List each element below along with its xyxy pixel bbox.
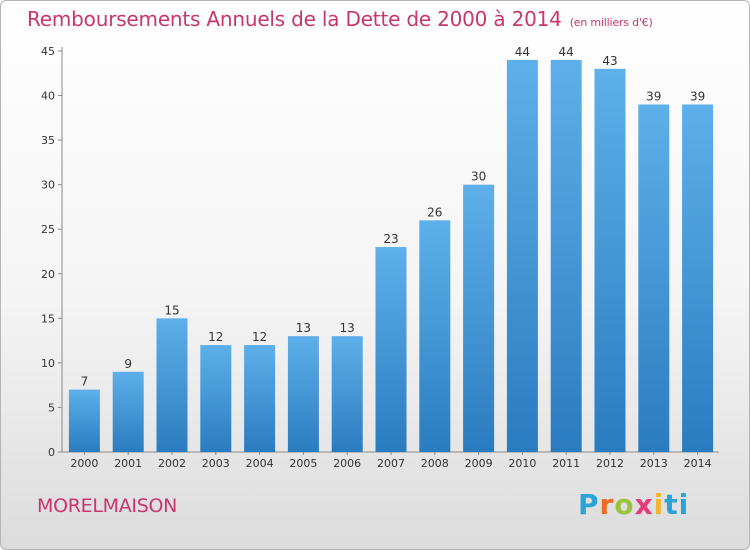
x-tick-label: 2011 <box>552 457 580 470</box>
chart-title: Remboursements Annuels de la Dette de 20… <box>27 7 653 31</box>
data-label: 12 <box>208 330 223 344</box>
bar <box>68 389 100 452</box>
logo-letter: x <box>634 488 654 521</box>
data-label: 15 <box>164 303 179 317</box>
data-label: 39 <box>646 89 661 103</box>
data-label: 39 <box>690 89 705 103</box>
x-tick-label: 2009 <box>465 457 493 470</box>
bar <box>594 68 626 453</box>
logo-letter: r <box>599 488 615 521</box>
x-tick-label: 2001 <box>114 457 142 470</box>
bar <box>287 336 319 452</box>
data-label: 7 <box>81 375 89 389</box>
data-label: 13 <box>340 321 355 335</box>
x-tick-label: 2003 <box>202 457 230 470</box>
x-tick-label: 2000 <box>70 457 98 470</box>
bar <box>419 220 451 452</box>
y-tick-label: 15 <box>41 312 55 325</box>
bar <box>156 318 188 452</box>
x-tick-label: 2004 <box>246 457 274 470</box>
y-tick-label: 40 <box>41 90 55 103</box>
chart-title-text: Remboursements Annuels de la Dette de 20… <box>27 7 562 31</box>
bar <box>638 104 670 452</box>
commune-name: MORELMAISON <box>37 495 178 517</box>
x-tick-label: 2007 <box>377 457 405 470</box>
y-tick-label: 45 <box>41 45 55 58</box>
logo-letter: i <box>653 488 665 521</box>
x-tick-label: 2006 <box>333 457 361 470</box>
x-tick-label: 2008 <box>421 457 449 470</box>
bar <box>112 371 144 452</box>
y-tick-label: 5 <box>48 401 55 414</box>
data-label: 30 <box>471 170 486 184</box>
chart-unit: (en milliers d'€) <box>569 16 653 29</box>
logo-letter: o <box>614 488 635 521</box>
data-label: 26 <box>427 205 442 219</box>
logo-letter: i <box>678 488 690 521</box>
y-tick-label: 30 <box>41 179 55 192</box>
logo-letter: P <box>578 488 600 521</box>
bar <box>331 336 363 452</box>
x-tick-label: 2010 <box>508 457 536 470</box>
x-tick-label: 2002 <box>158 457 186 470</box>
bar <box>375 247 407 452</box>
bar <box>244 345 276 452</box>
bar <box>682 104 714 452</box>
data-label: 9 <box>124 357 132 371</box>
x-tick-label: 2005 <box>289 457 317 470</box>
bar <box>463 184 495 452</box>
data-label: 44 <box>515 45 530 59</box>
data-label: 13 <box>296 321 311 335</box>
data-label: 44 <box>559 45 574 59</box>
bar <box>506 59 538 453</box>
data-label: 23 <box>383 232 398 246</box>
y-tick-label: 10 <box>41 357 55 370</box>
y-tick-label: 25 <box>41 223 55 236</box>
logo-letter: t <box>664 488 679 521</box>
x-tick-label: 2013 <box>640 457 668 470</box>
bar <box>550 59 582 453</box>
y-tick-label: 35 <box>41 134 55 147</box>
bar <box>200 345 232 452</box>
proxiti-logo[interactable]: Proxiti <box>578 488 689 521</box>
data-label: 43 <box>602 54 617 68</box>
x-tick-label: 2014 <box>684 457 712 470</box>
x-tick-label: 2012 <box>596 457 624 470</box>
y-tick-label: 0 <box>48 446 55 459</box>
data-label: 12 <box>252 330 267 344</box>
y-tick-label: 20 <box>41 268 55 281</box>
